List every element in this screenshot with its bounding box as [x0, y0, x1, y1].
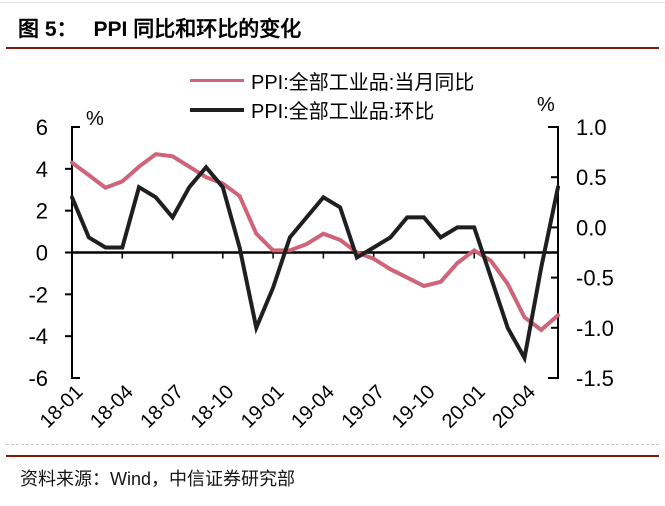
x-axis-tick-label: 20-04 — [488, 381, 540, 433]
x-axis-tick-label: 18-07 — [136, 381, 188, 433]
legend-line-mom-icon — [190, 107, 244, 112]
right-axis-tick-label: -1.0 — [576, 316, 614, 341]
right-axis-tick-label: 0.0 — [576, 215, 607, 240]
series-line-yoy — [70, 152, 560, 333]
legend-line-yoy-icon — [190, 79, 244, 82]
left-axis-tick-label: 6 — [36, 115, 48, 140]
x-axis-tick-label: 19-04 — [287, 381, 339, 433]
legend-label-mom: PPI:全部工业品:环比 — [251, 101, 435, 123]
series-line-mom — [70, 164, 560, 364]
left-axis-tick-label: -6 — [28, 366, 48, 391]
x-axis-tick-label: 20-01 — [438, 381, 490, 433]
top-edge-line — [0, 2, 665, 3]
bottom-dotted-line — [6, 444, 659, 445]
left-axis-tick-label: 0 — [36, 241, 48, 266]
x-axis-tick-label: 19-10 — [388, 381, 440, 433]
x-axis-tick-label: 19-07 — [337, 381, 389, 433]
right-axis-tick-label: -0.5 — [576, 266, 614, 291]
title-underline — [6, 47, 659, 49]
figure-number: 图 5： — [18, 18, 78, 41]
legend-label-yoy: PPI:全部工业品:当月同比 — [251, 72, 475, 94]
figure-title-text: PPI 同比和环比的变化 — [93, 18, 302, 41]
left-axis-tick-label: -4 — [28, 324, 48, 349]
source-divider — [6, 455, 659, 457]
x-axis-tick-label: 18-10 — [187, 381, 239, 433]
left-axis-tick-label: 2 — [36, 199, 48, 224]
left-axis-unit: % — [86, 108, 104, 130]
right-axis-unit: % — [537, 94, 555, 116]
right-axis-tick-label: -1.5 — [576, 366, 614, 391]
chart-legend: PPI:全部工业品:当月同比 PPI:全部工业品:环比 — [190, 66, 474, 124]
source-note: 资料来源：Wind，中信证券研究部 — [20, 469, 296, 489]
left-axis-tick-label: -2 — [28, 282, 48, 307]
left-axis-tick-label: 4 — [36, 157, 48, 182]
x-axis-tick-label: 18-04 — [86, 381, 138, 433]
right-axis-tick-label: 0.5 — [576, 165, 607, 190]
legend-item-yoy: PPI:全部工业品:当月同比 — [190, 66, 474, 95]
legend-item-mom: PPI:全部工业品:环比 — [190, 95, 474, 124]
right-axis-tick-label: 1.0 — [576, 115, 607, 140]
figure-title: 图 5： PPI 同比和环比的变化 — [18, 13, 301, 43]
x-axis-tick-label: 19-01 — [237, 381, 289, 433]
